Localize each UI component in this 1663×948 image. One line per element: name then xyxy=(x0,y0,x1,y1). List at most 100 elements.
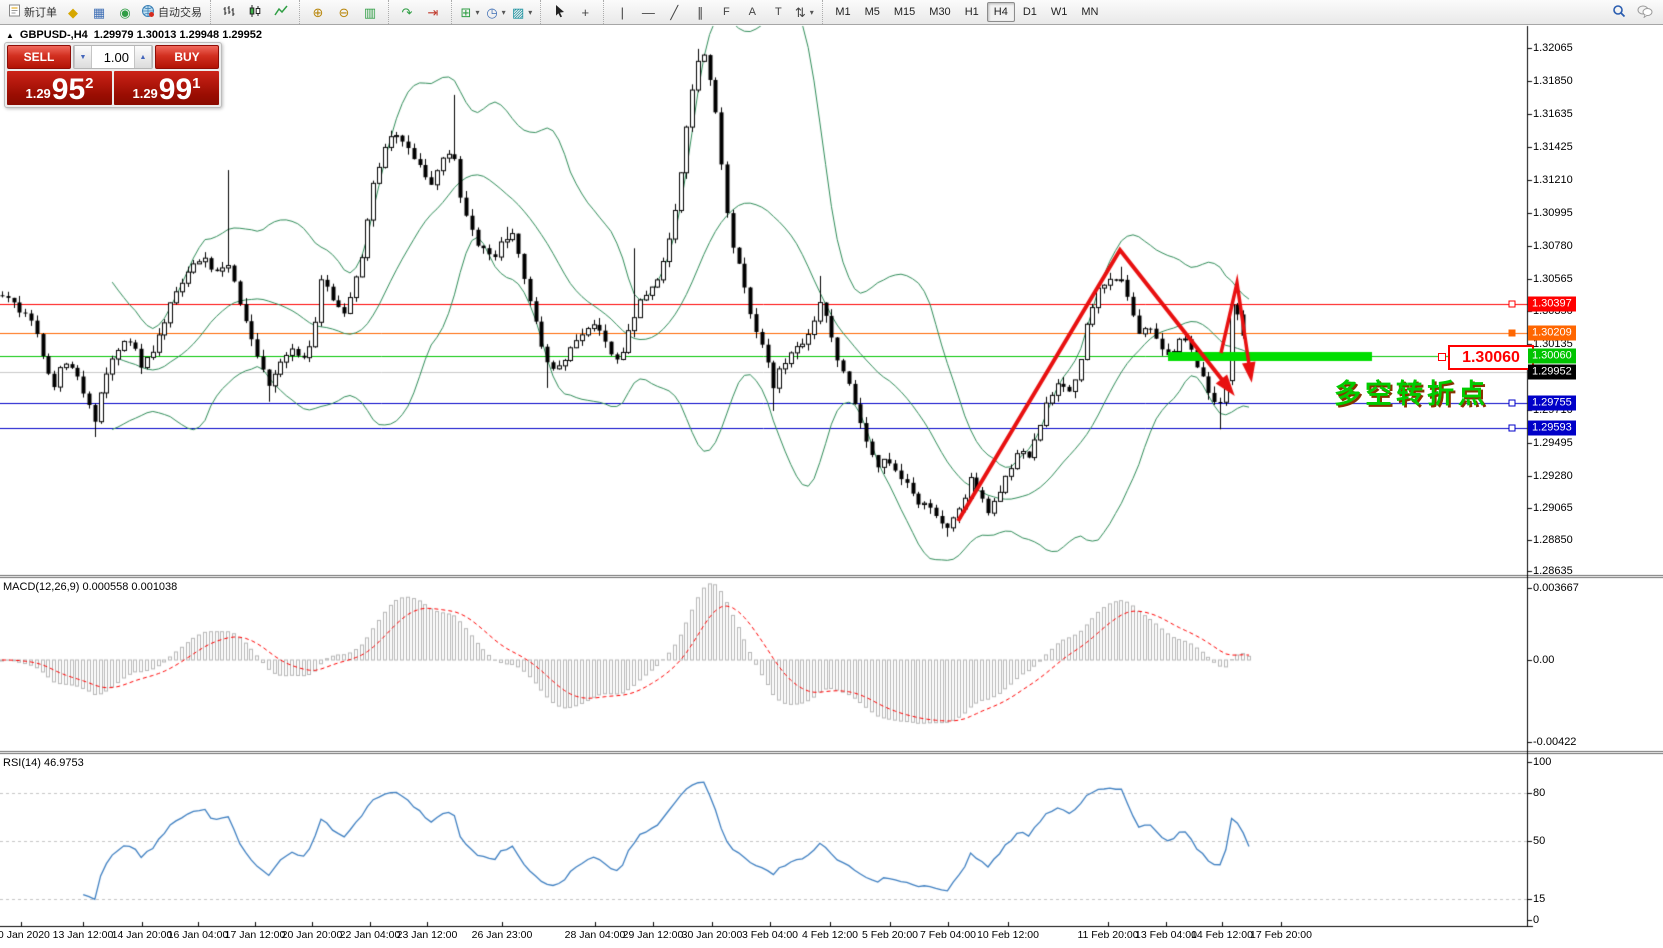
price-tag: 1.29593 xyxy=(1528,420,1576,436)
volume-value[interactable]: 1.00 xyxy=(103,49,129,65)
rsi-axis-label: 100 xyxy=(1533,756,1552,768)
autotrading-button[interactable]: 自动交易 xyxy=(138,2,205,22)
label-handle[interactable] xyxy=(1438,353,1446,361)
time-axis-label: 23 Jan 12:00 xyxy=(396,929,458,941)
chart-shift-button[interactable]: ⇥ xyxy=(420,2,446,22)
line-handle[interactable] xyxy=(1508,424,1516,432)
zoom-in-button[interactable]: ⊕ xyxy=(305,2,331,22)
chevron-down-icon: ▾ xyxy=(501,7,506,17)
collapse-icon[interactable]: ▲ xyxy=(6,30,14,40)
vertical-line-button[interactable]: | xyxy=(609,2,635,22)
toolbar-group-scroll: ↷ ⇥ xyxy=(388,0,451,24)
buy-button[interactable]: BUY xyxy=(155,45,219,69)
price-tag: 1.30209 xyxy=(1528,325,1576,341)
price-level-label-box[interactable]: 1.30060 xyxy=(1448,345,1534,370)
auto-scroll-button[interactable]: ↷ xyxy=(394,2,420,22)
bar-chart-button[interactable] xyxy=(216,2,242,22)
time-axis-label: 10 Jan 2020 xyxy=(0,929,50,941)
toolbar: 新订单 ◆ ▦ ◉ 自动交易 ⊕ ⊖ ▥ ↷ ⇥ ⊞ ▾ xyxy=(0,0,1663,25)
time-axis-label: 3 Feb 04:00 xyxy=(741,929,799,941)
time-axis-label: 11 Feb 20:00 xyxy=(1077,929,1139,941)
navigator-button[interactable]: ◉ xyxy=(112,2,138,22)
autotrading-label: 自动交易 xyxy=(158,7,202,19)
new-chart-button[interactable]: ⊞ ▾ xyxy=(457,2,483,22)
time-axis-label: 4 Feb 12:00 xyxy=(801,929,859,941)
candlestick-chart-button[interactable] xyxy=(242,2,268,22)
price-axis-tick-label: 1.31425 xyxy=(1533,141,1573,153)
text-label-button[interactable]: T xyxy=(765,2,791,22)
tf-d1-button[interactable]: D1 xyxy=(1022,6,1037,18)
new-chart-icon: ⊞ xyxy=(460,4,472,20)
tile-windows-button[interactable]: ▥ xyxy=(357,2,383,22)
tf-m15-button[interactable]: M15 xyxy=(893,6,916,18)
time-axis-label: 14 Jan 20:00 xyxy=(111,929,173,941)
ohlc-values: 1.29979 1.30013 1.29948 1.29952 xyxy=(93,29,262,41)
time-axis-label: 30 Jan 20:00 xyxy=(681,929,743,941)
crosshair-button[interactable]: + xyxy=(572,2,598,22)
line-chart-button[interactable] xyxy=(268,2,294,22)
time-axis-label: 13 Jan 12:00 xyxy=(52,929,114,941)
arrows-tool-button[interactable]: ⇅ ▾ xyxy=(791,2,817,22)
sell-button[interactable]: SELL xyxy=(7,45,71,69)
rsi-axis-label: 50 xyxy=(1533,835,1546,847)
tf-h4-button[interactable]: H4 xyxy=(986,2,1015,22)
bar-chart-icon xyxy=(222,4,236,21)
new-order-button[interactable]: 新订单 xyxy=(5,2,60,22)
auto-scroll-icon: ↷ xyxy=(401,4,413,20)
time-axis-label: 10 Feb 12:00 xyxy=(977,929,1039,941)
templates-button[interactable]: ▨ ▾ xyxy=(509,2,535,22)
toolbar-group-windows: ⊞ ▾ ◷ ▾ ▨ ▾ xyxy=(451,0,540,24)
volume-increase-button[interactable]: ▲ xyxy=(134,46,152,68)
price-axis-tick-label: 1.31850 xyxy=(1533,75,1573,87)
toolbar-group-chart-type xyxy=(210,0,299,24)
time-axis-label: 26 Jan 23:00 xyxy=(471,929,533,941)
clock-icon: ◷ xyxy=(486,4,498,20)
chat-button[interactable] xyxy=(1632,2,1658,22)
horizontal-line-button[interactable]: — xyxy=(635,2,661,22)
trendline-button[interactable]: ╱ xyxy=(661,2,687,22)
buy-price-display[interactable]: 1.29 99 1 xyxy=(114,71,219,105)
fibonacci-button[interactable]: F xyxy=(713,2,739,22)
time-axis-label: 13 Feb 04:00 xyxy=(1135,929,1197,941)
sell-price-display[interactable]: 1.29 95 2 xyxy=(7,71,112,105)
line-handle[interactable] xyxy=(1508,399,1516,407)
price-axis-tick-label: 1.29495 xyxy=(1533,437,1573,449)
tf-w1-button[interactable]: W1 xyxy=(1050,6,1068,18)
price-axis-tick-label: 1.30995 xyxy=(1533,207,1573,219)
fibonacci-icon: F xyxy=(722,5,730,18)
time-axis-label: 20 Jan 20:00 xyxy=(281,929,343,941)
chevron-down-icon: ▾ xyxy=(528,7,533,17)
text-icon: A xyxy=(748,5,756,18)
search-icon xyxy=(1612,4,1626,21)
search-button[interactable] xyxy=(1606,2,1632,22)
tf-h1-button[interactable]: H1 xyxy=(964,6,979,18)
chart-shift-icon: ⇥ xyxy=(427,4,439,20)
price-axis-tick-label: 1.30565 xyxy=(1533,273,1573,285)
turning-point-annotation[interactable]: 多空转折点 xyxy=(1334,379,1489,409)
zoom-out-button[interactable]: ⊖ xyxy=(331,2,357,22)
tf-m5-button[interactable]: M5 xyxy=(864,6,880,18)
tf-m30-button[interactable]: M30 xyxy=(929,6,951,18)
cursor-button[interactable] xyxy=(546,2,572,22)
channel-button[interactable]: ∥ xyxy=(687,2,713,22)
rsi-axis-label: 0 xyxy=(1533,914,1540,926)
tf-m1-button[interactable]: M1 xyxy=(835,6,851,18)
price-axis-tick-label: 1.32065 xyxy=(1533,42,1573,54)
horizontal-line-icon: — xyxy=(641,4,655,20)
data-window-button[interactable]: ▦ xyxy=(86,2,112,22)
market-watch-button[interactable]: ◆ xyxy=(60,2,86,22)
time-axis-label: 16 Jan 04:00 xyxy=(167,929,229,941)
new-order-label: 新订单 xyxy=(24,7,57,19)
tf-mn-button[interactable]: MN xyxy=(1081,6,1099,18)
candlestick-chart-icon xyxy=(248,4,262,21)
price-tag: 1.30060 xyxy=(1528,348,1576,364)
volume-decrease-button[interactable]: ▼ xyxy=(74,46,92,68)
toolbar-group-timeframes: M1 M5 M15 M30 H1 H4 D1 W1 MN xyxy=(822,0,1110,24)
line-handle[interactable] xyxy=(1508,300,1516,308)
line-handle[interactable] xyxy=(1508,329,1516,337)
text-button[interactable]: A xyxy=(739,2,765,22)
chart-title: ▲ GBPUSD-,H4 1.29979 1.30013 1.29948 1.2… xyxy=(6,29,262,41)
periods-button[interactable]: ◷ ▾ xyxy=(483,2,509,22)
